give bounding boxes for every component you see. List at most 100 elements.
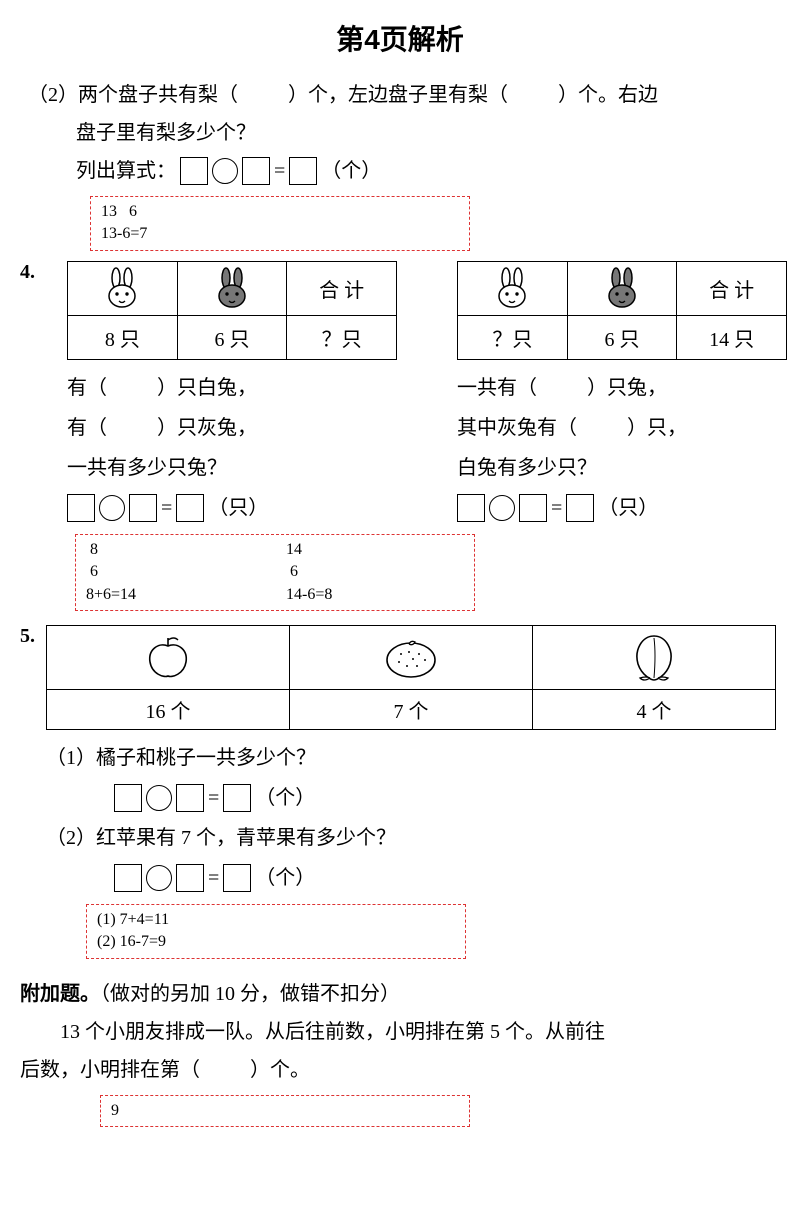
q5-count-2: 4 个 — [533, 689, 776, 729]
bonus-heading: 附加题。 — [20, 983, 100, 1005]
blank-box — [519, 494, 547, 522]
q4l-t1b: ）只白兔， — [157, 377, 257, 399]
blank-box — [176, 784, 204, 812]
q4-ans-l2b: 6 — [286, 561, 298, 583]
q2-line1a: 两个盘子共有梨（ — [78, 84, 238, 106]
q4-ans-l1b: 14 — [286, 539, 302, 561]
q4-ans-l2a: 6 — [86, 561, 286, 583]
q4-left-block: 合 计 8 只 6 只 ？只 有（ ）只白兔， 有（ ）只灰兔， 一共有多少只兔？ — [67, 261, 397, 528]
q4r-eq-unit: （只） — [598, 488, 658, 528]
equals: = — [208, 858, 219, 898]
q4-right-block: 合 计 ？只 6 只 14 只 一共有（）只兔， 其中灰兔有（）只， 白兔有多少… — [457, 261, 787, 528]
q5-p1-text: 橘子和桃子一共多少个？ — [96, 747, 316, 769]
bonus-body2b: ）个。 — [250, 1059, 310, 1081]
q2-equation: 列出算式： = （个） — [76, 152, 780, 190]
blank-box — [242, 157, 270, 185]
bonus-body2a: 后数，小明排在第（ — [20, 1059, 200, 1081]
bonus-body1: 13 个小朋友排成一队。从后往前数，小明排在第 5 个。从前往 — [20, 1013, 780, 1051]
bonus-section: 附加题。（做对的另加 10 分，做错不扣分） 13 个小朋友排成一队。从后往前数… — [20, 975, 780, 1089]
blank-box — [129, 494, 157, 522]
equals: = — [208, 778, 219, 818]
q5-p2-eq-unit: （个） — [255, 858, 315, 898]
q4l-t2a: 有（ — [67, 417, 107, 439]
gray-rabbit-icon — [567, 261, 677, 315]
q5-count-0: 16 个 — [47, 689, 290, 729]
q5-p1-equation: = （个） — [114, 778, 780, 818]
q4-left-table: 合 计 8 只 6 只 ？只 — [67, 261, 397, 360]
q4-ans-l1a: 8 — [86, 539, 286, 561]
q4-right-cell-2: 14 只 — [677, 315, 787, 359]
equals: = — [161, 488, 172, 528]
gray-rabbit-icon — [177, 261, 287, 315]
q4r-t1b: ）只兔， — [587, 377, 667, 399]
op-circle — [489, 495, 515, 521]
blank-box — [176, 864, 204, 892]
blank-box — [223, 864, 251, 892]
bonus-answer-box: 9 — [100, 1095, 470, 1127]
q2-answer-box: 13 6 13-6=7 — [90, 196, 470, 251]
white-rabbit-icon — [68, 261, 178, 315]
blank-box — [67, 494, 95, 522]
q5-answer-box: (1) 7+4=11 (2) 16-7=9 — [86, 904, 466, 959]
q4r-equation: = （只） — [457, 488, 787, 528]
equals: = — [274, 152, 285, 190]
bonus-answer: 9 — [111, 1102, 119, 1119]
q4-left-cell-0: 8 只 — [68, 315, 178, 359]
bonus-note: （做对的另加 10 分，做错不扣分） — [100, 983, 400, 1005]
blank-box — [114, 784, 142, 812]
equals: = — [551, 488, 562, 528]
q4-right-cell-0: ？只 — [458, 315, 568, 359]
q2-line1b: ）个，左边盘子里有梨（ — [288, 84, 508, 106]
blank-box — [566, 494, 594, 522]
q4-left-cell-2: ？只 — [287, 315, 397, 359]
q2-answer-line2: 13-6=7 — [101, 223, 459, 245]
q5-p2-equation: = （个） — [114, 858, 780, 898]
orange-icon — [290, 625, 533, 689]
q4l-t3: 一共有多少只兔？ — [67, 448, 397, 488]
q5-p1-label: （1） — [46, 747, 96, 769]
blank-box — [180, 157, 208, 185]
q4-number: 4. — [20, 261, 35, 284]
q4l-t2b: ）只灰兔， — [157, 417, 257, 439]
q4l-equation: = （只） — [67, 488, 397, 528]
q5-p2-text: 红苹果有 7 个，青苹果有多少个？ — [96, 827, 396, 849]
blank-box — [223, 784, 251, 812]
q2-line2: 盘子里有梨多少个？ — [76, 114, 780, 152]
op-circle — [146, 785, 172, 811]
q4-ans-l3b: 14-6=8 — [286, 584, 332, 606]
q5-answer-line1: (1) 7+4=11 — [97, 909, 455, 931]
q4-ans-l3a: 8+6=14 — [86, 584, 286, 606]
q4-right-header3: 合 计 — [677, 261, 787, 315]
q4-right-cell-1: 6 只 — [567, 315, 677, 359]
white-rabbit-icon — [458, 261, 568, 315]
q5-fruit-table: 16 个 7 个 4 个 — [46, 625, 776, 730]
op-circle — [99, 495, 125, 521]
apple-icon — [47, 625, 290, 689]
peach-icon — [533, 625, 776, 689]
q4r-t1a: 一共有（ — [457, 377, 537, 399]
blank-box — [176, 494, 204, 522]
q2-eq-label: 列出算式： — [76, 152, 176, 190]
q2-text: （2）两个盘子共有梨（ ）个，左边盘子里有梨（ ）个。右边 — [28, 76, 780, 114]
q4r-t2b: ）只， — [627, 417, 687, 439]
blank-box — [457, 494, 485, 522]
op-circle — [212, 158, 238, 184]
q5-count-1: 7 个 — [290, 689, 533, 729]
q5-p2-label: （2） — [46, 827, 96, 849]
q5-answer-line2: (2) 16-7=9 — [97, 931, 455, 953]
q2-line1c: ）个。右边 — [558, 84, 658, 106]
q4-right-table: 合 计 ？只 6 只 14 只 — [457, 261, 787, 360]
q4-answer-box: 814 6 6 8+6=1414-6=8 — [75, 534, 475, 611]
q4-left-header3: 合 计 — [287, 261, 397, 315]
q2-label: （2） — [28, 84, 78, 106]
page-title: 第4页解析 — [20, 18, 780, 58]
q2-answer-line1: 13 6 — [101, 201, 459, 223]
q4l-t1a: 有（ — [67, 377, 107, 399]
blank-box — [114, 864, 142, 892]
q4-left-cell-1: 6 只 — [177, 315, 287, 359]
blank-box — [289, 157, 317, 185]
op-circle — [146, 865, 172, 891]
q5-p1-eq-unit: （个） — [255, 778, 315, 818]
q4r-t2a: 其中灰兔有（ — [457, 417, 577, 439]
q2-eq-unit: （个） — [321, 152, 381, 190]
